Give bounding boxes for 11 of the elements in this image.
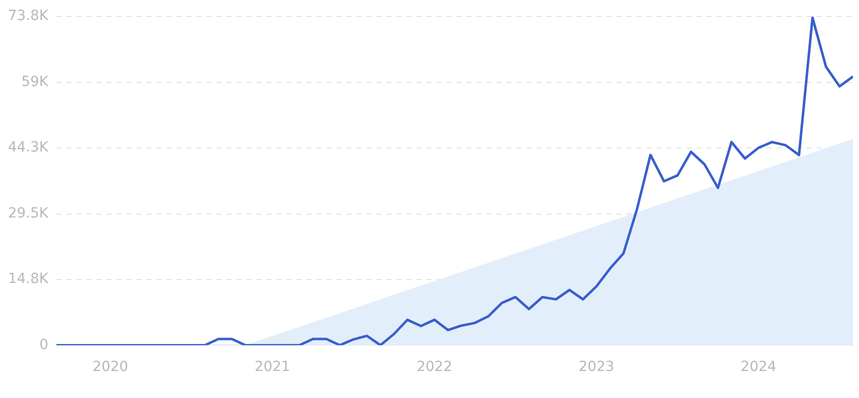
x-tick-label: 2023: [578, 359, 614, 376]
y-tick-label: 73.8K: [8, 8, 50, 24]
y-tick-label: 14.8K: [8, 270, 50, 287]
x-tick-label: 2022: [416, 359, 452, 376]
y-tick-label: 29.5K: [8, 205, 50, 222]
y-tick-label: 0: [39, 336, 48, 353]
y-tick-label: 59K: [21, 74, 50, 90]
y-tick-label: 44.3K: [8, 139, 50, 156]
x-tick-label: 2024: [740, 359, 776, 376]
x-tick-label: 2021: [254, 359, 290, 376]
x-tick-label: 2020: [92, 359, 128, 376]
